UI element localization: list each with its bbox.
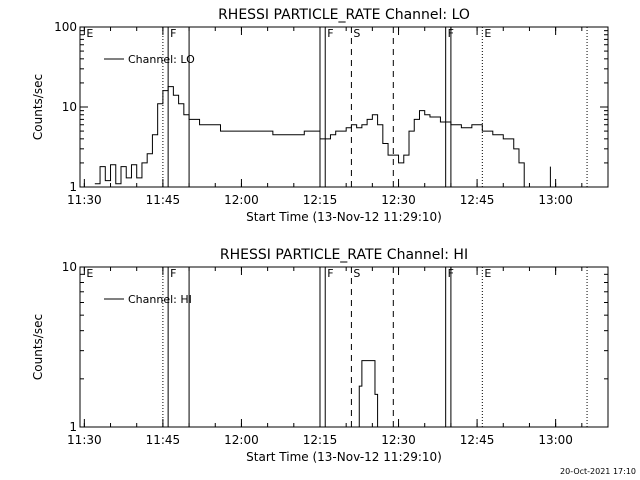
series-line: [356, 360, 379, 428]
flag-marker-label: E: [86, 267, 93, 280]
y-tick-label: 100: [54, 20, 77, 34]
y-tick-label: 10: [62, 260, 77, 274]
chart-title: RHESSI PARTICLE_RATE Channel: LO: [218, 7, 470, 23]
y-axis-label: Counts/sec: [31, 314, 45, 380]
series-line: [94, 86, 551, 188]
flag-marker-label: S: [353, 27, 360, 40]
x-tick-label: 11:45: [146, 433, 181, 447]
flag-marker-label: F: [170, 267, 176, 280]
flag-marker-label: F: [327, 27, 333, 40]
x-tick-label: 11:45: [146, 193, 181, 207]
flag-marker-label: F: [448, 27, 454, 40]
x-tick-label: 12:15: [303, 193, 338, 207]
footer-timestamp: 20-Oct-2021 17:10: [560, 467, 636, 476]
flag-marker-label: F: [170, 27, 176, 40]
flag-marker-label: F: [448, 267, 454, 280]
x-axis-label: Start Time (13-Nov-12 11:29:10): [246, 210, 442, 224]
legend-label: Channel: HI: [128, 293, 192, 306]
x-tick-label: 12:00: [224, 193, 259, 207]
x-tick-label: 12:15: [303, 433, 338, 447]
x-tick-label: 11:30: [67, 433, 102, 447]
chart-panel-0: RHESSI PARTICLE_RATE Channel: LO Counts/s…: [31, 7, 609, 224]
y-tick-label: 10: [62, 100, 77, 114]
flag-marker-label: S: [353, 267, 360, 280]
x-tick-label: 12:45: [460, 433, 495, 447]
x-tick-label: 11:30: [67, 193, 102, 207]
y-tick-label: 1: [69, 420, 77, 434]
x-tick-label: 12:00: [224, 433, 259, 447]
legend-label: Channel: LO: [128, 53, 195, 66]
x-axis-label: Start Time (13-Nov-12 11:29:10): [246, 450, 442, 464]
x-tick-label: 12:30: [381, 433, 416, 447]
plot-frame: [79, 26, 609, 188]
chart-title: RHESSI PARTICLE_RATE Channel: HI: [220, 247, 468, 263]
y-axis-label: Counts/sec: [31, 74, 45, 140]
chart-panel-1: RHESSI PARTICLE_RATE Channel: HI Counts/s…: [31, 247, 609, 464]
flag-marker-label: E: [484, 27, 491, 40]
flag-marker-label: F: [327, 267, 333, 280]
x-tick-label: 12:30: [381, 193, 416, 207]
x-tick-label: 13:00: [538, 433, 573, 447]
flag-marker-label: E: [86, 27, 93, 40]
x-tick-label: 13:00: [538, 193, 573, 207]
x-tick-label: 12:45: [460, 193, 495, 207]
plot-frame: [79, 266, 609, 428]
y-tick-label: 1: [69, 180, 77, 194]
flag-marker-label: E: [484, 267, 491, 280]
